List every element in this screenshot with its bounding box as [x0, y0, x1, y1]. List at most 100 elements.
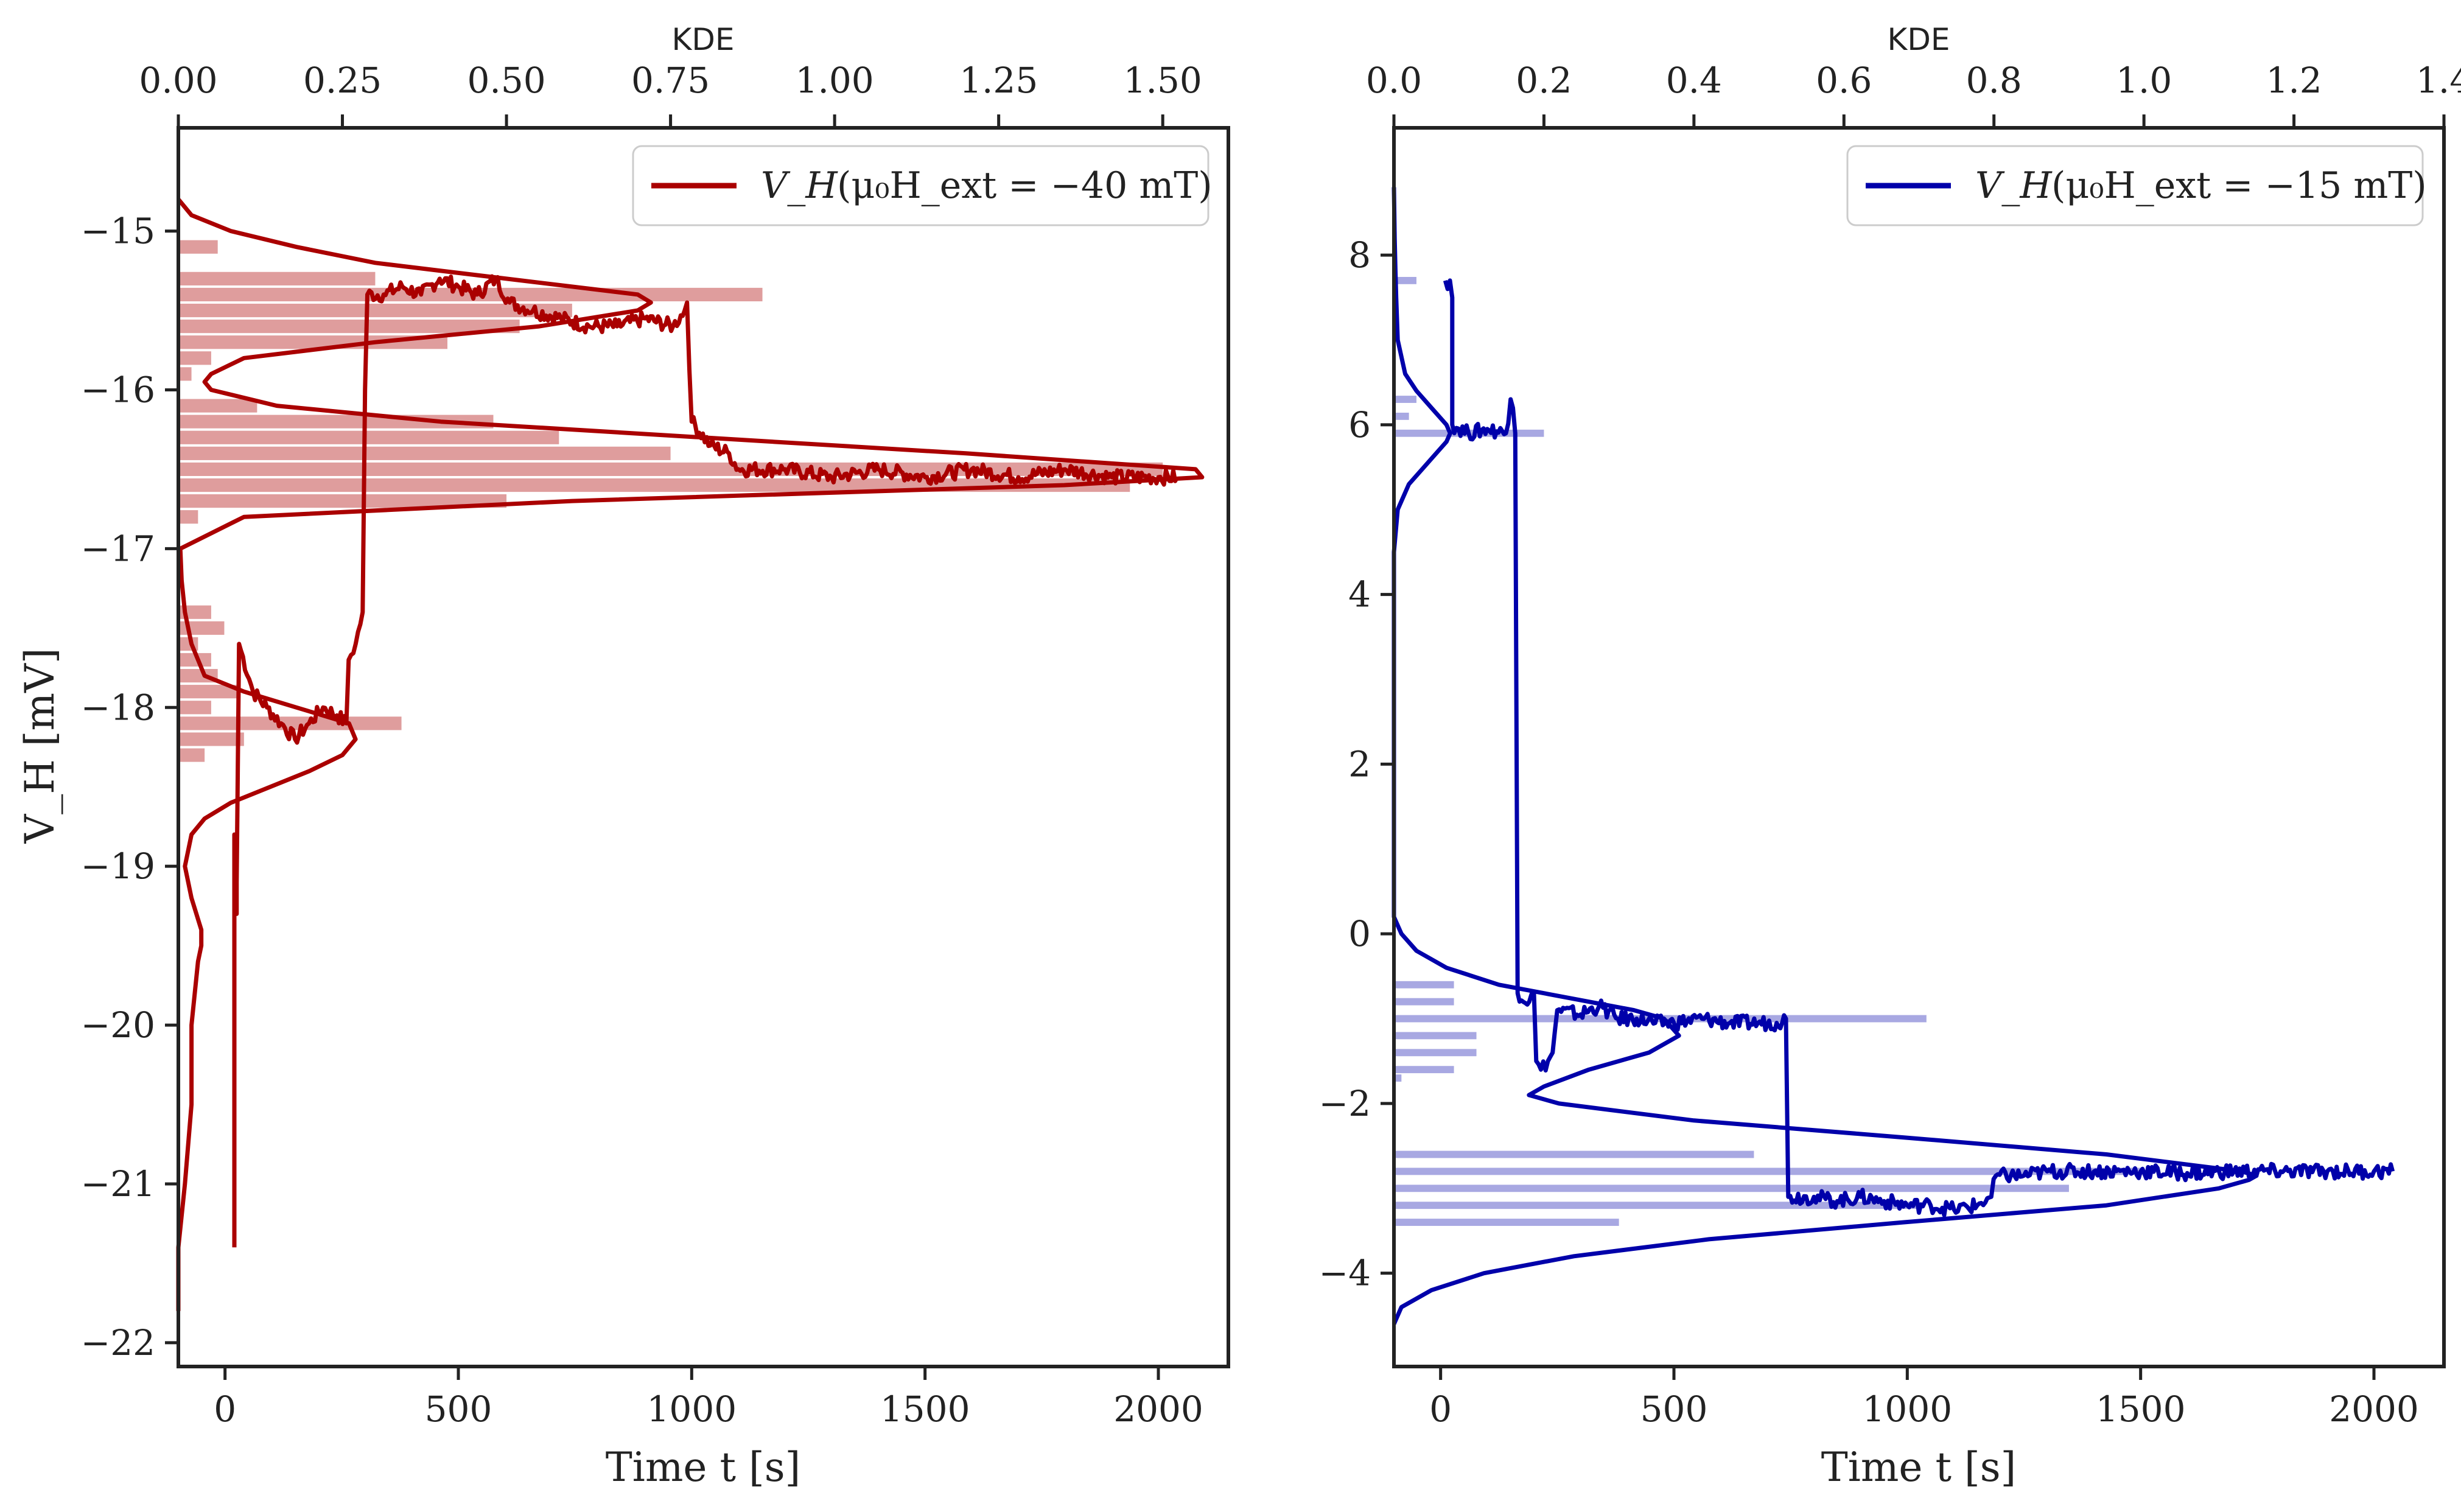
right-kde-curve-group	[1392, 187, 2259, 1325]
right-plot-frame	[1392, 126, 2446, 1368]
left-histogram-bar	[178, 430, 559, 444]
right-legend: V_H (μ₀H_ext = −15 mT)	[1846, 145, 2427, 226]
left-kde-tick-label: 0.50	[467, 60, 545, 101]
right-y-tick-label: 8	[1348, 234, 1371, 276]
left-x-tick-label: 0	[214, 1388, 236, 1430]
right-legend-prefix: V_H	[1975, 164, 2053, 207]
right-kde-ticks: 0.0 0.2 0.4 0.6 0.8 1.0 1.2 1.4	[1366, 60, 2461, 128]
right-x-axis-label: Time t [s]	[1821, 1444, 2017, 1491]
right-kde-tick-label: 1.2	[2266, 60, 2322, 101]
right-histogram-bar	[1394, 1032, 1477, 1040]
left-y-tick-label: −21	[81, 1163, 155, 1205]
left-kde-tick-label: 0.75	[631, 60, 710, 101]
right-x-tick-label: 1500	[2096, 1388, 2186, 1430]
left-x-ticks: 0 500 1000 1500 2000	[214, 1367, 1203, 1430]
left-y-tick-label: −15	[81, 211, 155, 252]
left-histogram-bar	[178, 748, 205, 762]
left-histogram-bar	[178, 701, 211, 715]
left-histogram-bar	[178, 478, 1130, 492]
left-y-ticks: −22 −21 −20 −19 −18 −17 −16 −15	[81, 211, 178, 1363]
left-kde-tick-label: 0.00	[139, 60, 217, 101]
right-histogram-bar	[1394, 1150, 1754, 1158]
left-y-tick-label: −18	[81, 687, 155, 728]
left-histogram-bar	[178, 240, 218, 254]
right-x-tick-label: 0	[1429, 1388, 1452, 1430]
right-y-tick-label: −2	[1319, 1083, 1371, 1124]
left-x-axis-label: Time t [s]	[606, 1444, 801, 1491]
right-kde-histogram	[1394, 276, 2144, 1226]
left-histogram-bar	[178, 367, 192, 381]
right-kde-tick-label: 0.8	[1966, 60, 2022, 101]
right-kde-curve	[1392, 187, 2259, 1325]
left-kde-tick-label: 0.25	[303, 60, 382, 101]
right-y-tick-label: 2	[1348, 743, 1371, 785]
right-histogram-bar	[1394, 1167, 2144, 1175]
right-time-trace	[1443, 278, 2395, 1217]
left-panel: 0 500 1000 1500 2000 −22 −21 −20 −19 −18 −17 −16 −1…	[16, 22, 1230, 1491]
left-y-axis-label: V_H [mV]	[16, 648, 63, 844]
right-kde-tick-label: 1.4	[2416, 60, 2461, 101]
right-histogram-bar	[1394, 981, 1454, 989]
right-kde-tick-label: 0.4	[1666, 60, 1722, 101]
right-histogram-bar	[1394, 1074, 1402, 1082]
right-x-tick-label: 1000	[1863, 1388, 1953, 1430]
left-legend-prefix: V_H	[761, 164, 838, 207]
right-histogram-bar	[1394, 1202, 1919, 1209]
right-histogram-bar	[1394, 412, 1409, 420]
left-histogram-bar	[178, 351, 211, 365]
left-kde-tick-label: 1.25	[959, 60, 1038, 101]
left-histogram-bar	[178, 685, 238, 699]
left-legend-label: (μ₀H_ext = −40 mT)	[837, 164, 1213, 207]
left-legend-box	[632, 145, 1209, 226]
right-histogram-bar	[1394, 1219, 1619, 1226]
right-histogram-bar	[1394, 998, 1454, 1006]
left-y-tick-label: −22	[81, 1322, 155, 1363]
left-y-tick-label: −17	[81, 528, 155, 569]
right-x-tick-label: 500	[1640, 1388, 1708, 1430]
left-histogram-bar	[178, 399, 257, 413]
right-kde-tick-label: 0.6	[1816, 60, 1872, 101]
right-histogram-bar	[1394, 276, 1416, 284]
left-x-tick-label: 500	[425, 1388, 492, 1430]
left-histogram-bar	[178, 271, 376, 285]
right-legend-label: (μ₀H_ext = −15 mT)	[2051, 164, 2427, 207]
left-histogram-bar	[178, 462, 1163, 477]
right-y-tick-label: 0	[1348, 913, 1371, 954]
left-kde-curve-group	[176, 198, 1205, 1311]
left-histogram-bar	[178, 510, 198, 524]
left-x-tick-label: 1500	[880, 1388, 970, 1430]
left-time-trace	[232, 274, 1179, 1248]
right-y-tick-label: 4	[1348, 574, 1371, 615]
right-kde-tick-label: 1.0	[2116, 60, 2172, 101]
left-x-tick-label: 1000	[647, 1388, 737, 1430]
right-legend-box	[1846, 145, 2424, 226]
right-y-tick-label: −4	[1319, 1253, 1371, 1294]
left-kde-tick-label: 1.50	[1124, 60, 1202, 101]
right-x-ticks: 0 500 1000 1500 2000	[1429, 1367, 2419, 1430]
left-x-tick-label: 2000	[1113, 1388, 1203, 1430]
left-histogram-bar	[178, 446, 671, 460]
left-y-tick-label: −16	[81, 369, 155, 410]
left-histogram-bar	[178, 335, 448, 349]
left-histogram-bar	[178, 732, 244, 746]
left-legend: V_H (μ₀H_ext = −40 mT)	[632, 145, 1213, 226]
left-plot-frame	[177, 126, 1230, 1368]
left-kde-histogram	[178, 240, 1163, 762]
right-histogram-bar	[1394, 1185, 2069, 1192]
left-kde-tick-label: 1.00	[796, 60, 874, 101]
left-histogram-bar	[178, 303, 572, 318]
right-y-ticks: −4 −2 0 2 4 6 8	[1319, 234, 1394, 1294]
right-kde-tick-label: 0.0	[1366, 60, 1422, 101]
left-y-tick-label: −20	[81, 1004, 155, 1046]
left-kde-curve	[176, 198, 1205, 1311]
left-histogram-bar	[178, 494, 507, 508]
left-kde-axis-label: KDE	[672, 22, 735, 57]
right-kde-axis-label: KDE	[1888, 22, 1950, 57]
right-histogram-bar	[1394, 396, 1416, 403]
left-time-trace-group	[232, 274, 1179, 1248]
left-histogram-bar	[178, 653, 211, 667]
right-kde-tick-label: 0.2	[1516, 60, 1572, 101]
right-y-tick-label: 6	[1348, 404, 1371, 446]
